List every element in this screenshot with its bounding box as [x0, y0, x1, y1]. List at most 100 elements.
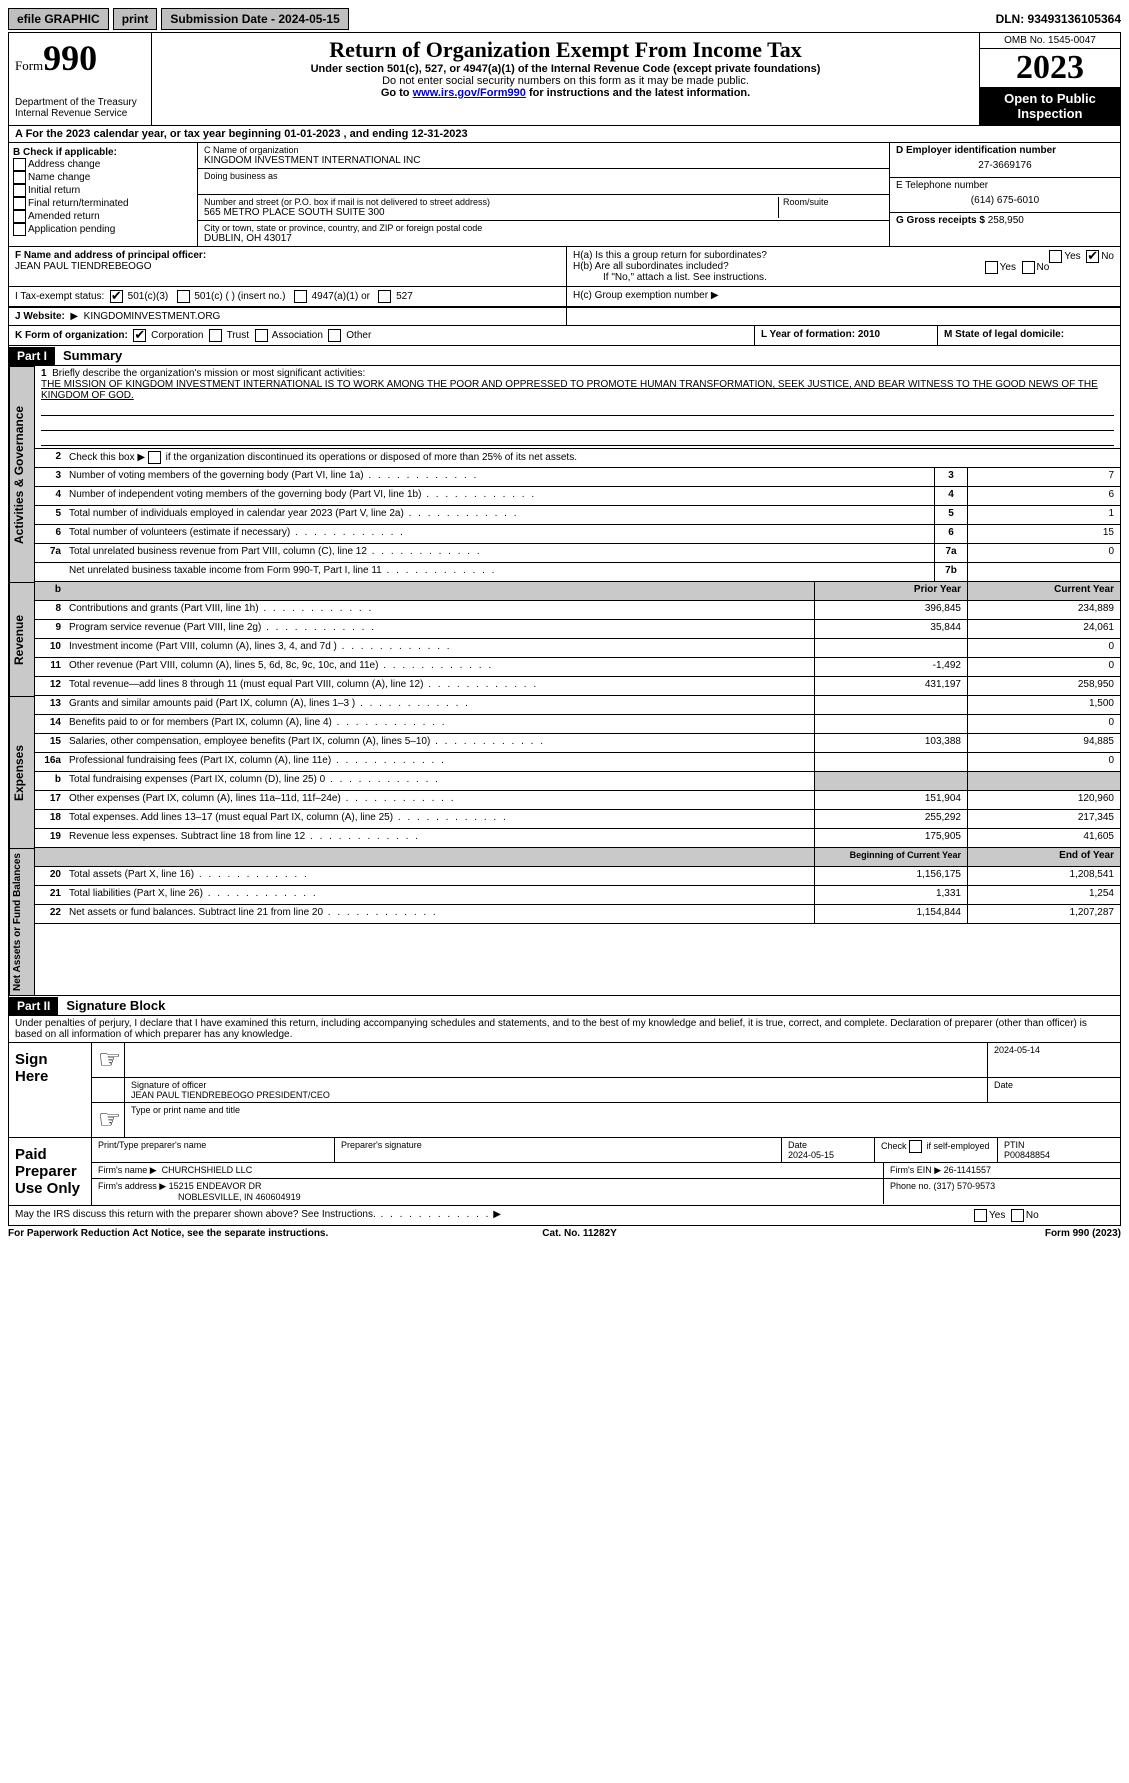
- form-word: Form: [15, 58, 43, 73]
- dept-treasury: Department of the Treasury: [15, 97, 145, 108]
- irs-link[interactable]: www.irs.gov/Form990: [413, 87, 526, 99]
- current-value: 258,950: [967, 677, 1120, 695]
- mission-label: Briefly describe the organization's miss…: [52, 368, 365, 379]
- telephone-label: E Telephone number: [896, 180, 1114, 191]
- prior-value: [814, 696, 967, 714]
- 4947-checkbox[interactable]: [294, 290, 307, 303]
- line-value: 15: [967, 525, 1120, 543]
- preparer-date: 2024-05-15: [788, 1150, 834, 1160]
- name-change-checkbox[interactable]: [13, 171, 26, 184]
- firm-name: CHURCHSHIELD LLC: [162, 1165, 253, 1175]
- catalog-number: Cat. No. 11282Y: [542, 1228, 616, 1239]
- address: 565 METRO PLACE SOUTH SUITE 300: [204, 207, 778, 218]
- other-checkbox[interactable]: [328, 329, 341, 342]
- hb-no-checkbox[interactable]: [1022, 261, 1035, 274]
- website-row: J Website: ▶ KINGDOMINVESTMENT.ORG: [8, 308, 1121, 326]
- type-label: Type or print name and title: [125, 1103, 1120, 1137]
- year-formation: L Year of formation: 2010: [755, 326, 938, 345]
- perjury-statement: Under penalties of perjury, I declare th…: [8, 1016, 1121, 1043]
- discuss-row: May the IRS discuss this return with the…: [8, 1206, 1121, 1226]
- ein-label: D Employer identification number: [896, 145, 1114, 156]
- 527-checkbox[interactable]: [378, 290, 391, 303]
- line-text: Net assets or fund balances. Subtract li…: [69, 907, 438, 918]
- initial-return-checkbox[interactable]: [13, 184, 26, 197]
- discuss-yes-checkbox[interactable]: [974, 1209, 987, 1222]
- firm-addr2: NOBLESVILLE, IN 460604919: [98, 1192, 301, 1202]
- sign-arrow-icon: ☞: [92, 1043, 125, 1077]
- public-inspection: Open to Public Inspection: [980, 87, 1120, 125]
- part2-title: Signature Block: [58, 996, 173, 1015]
- row-a-period: A For the 2023 calendar year, or tax yea…: [8, 126, 1121, 143]
- efile-button[interactable]: efile GRAPHIC: [8, 8, 109, 30]
- current-value: 94,885: [967, 734, 1120, 752]
- arrow-icon: ▶: [711, 290, 719, 301]
- irs-label: Internal Revenue Service: [15, 108, 145, 119]
- application-pending-checkbox[interactable]: [13, 223, 26, 236]
- form-title: Return of Organization Exempt From Incom…: [158, 37, 973, 63]
- line-text: Total unrelated business revenue from Pa…: [69, 546, 482, 557]
- arrow-icon: ▶: [70, 311, 78, 322]
- trust-checkbox[interactable]: [209, 329, 222, 342]
- corporation-checkbox[interactable]: [133, 329, 146, 342]
- 501c3-checkbox[interactable]: [110, 290, 123, 303]
- discuss-no-checkbox[interactable]: [1011, 1209, 1024, 1222]
- revenue-section: Revenue bPrior YearCurrent Year 8Contrib…: [8, 582, 1121, 696]
- current-value: 1,500: [967, 696, 1120, 714]
- officer-name-title: JEAN PAUL TIENDREBEOGO PRESIDENT/CEO: [131, 1090, 330, 1100]
- association-checkbox[interactable]: [255, 329, 268, 342]
- line-text: Number of independent voting members of …: [69, 489, 536, 500]
- activities-governance-section: Activities & Governance 1 Briefly descri…: [8, 366, 1121, 582]
- line-text: Program service revenue (Part VIII, line…: [69, 622, 376, 633]
- current-value: 0: [967, 715, 1120, 733]
- address-change-checkbox[interactable]: [13, 158, 26, 171]
- firm-addr1: 15215 ENDEAVOR DR: [169, 1181, 262, 1191]
- address-label: Number and street (or P.O. box if mail i…: [204, 197, 778, 207]
- ein: 27-3669176: [896, 156, 1114, 175]
- line-value: [967, 563, 1120, 581]
- prior-value: 1,331: [814, 886, 967, 904]
- phone-label: Phone no.: [890, 1181, 934, 1191]
- self-employed-checkbox[interactable]: [909, 1140, 922, 1153]
- form-subtitle-3: Go to www.irs.gov/Form990 for instructio…: [158, 87, 973, 99]
- discontinued-checkbox[interactable]: [148, 451, 161, 464]
- top-toolbar: efile GRAPHIC print Submission Date - 20…: [8, 8, 1121, 30]
- print-button[interactable]: print: [113, 8, 158, 30]
- sign-here-label: Sign Here: [9, 1043, 92, 1137]
- current-value: 1,208,541: [967, 867, 1120, 885]
- line-text: Revenue less expenses. Subtract line 18 …: [69, 831, 420, 842]
- final-return-checkbox[interactable]: [13, 197, 26, 210]
- org-info-grid: B Check if applicable: Address change Na…: [8, 143, 1121, 247]
- form-footer: Form 990 (2023): [1045, 1228, 1121, 1239]
- line-text: Benefits paid to or for members (Part IX…: [69, 717, 447, 728]
- city: DUBLIN, OH 43017: [204, 233, 883, 244]
- line-text: Total revenue—add lines 8 through 11 (mu…: [69, 679, 538, 690]
- preparer-sig-label: Preparer's signature: [335, 1138, 782, 1162]
- prior-value: 151,904: [814, 791, 967, 809]
- gross-receipts: 258,950: [988, 215, 1024, 226]
- form-org-row: K Form of organization: Corporation Trus…: [8, 326, 1121, 346]
- officer-group-row: F Name and address of principal officer:…: [8, 247, 1121, 287]
- current-value: 0: [967, 658, 1120, 676]
- line-text: Investment income (Part VIII, column (A)…: [69, 641, 452, 652]
- date-label: Date: [988, 1078, 1120, 1102]
- amended-return-checkbox[interactable]: [13, 210, 26, 223]
- room-label: Room/suite: [783, 197, 883, 207]
- part1-title: Summary: [55, 346, 130, 365]
- current-value: 234,889: [967, 601, 1120, 619]
- current-value: 0: [967, 753, 1120, 771]
- ha-yes-checkbox[interactable]: [1049, 250, 1062, 263]
- prior-value: -1,492: [814, 658, 967, 676]
- vtab-activities: Activities & Governance: [9, 366, 35, 582]
- firm-addr-label: Firm's address: [98, 1181, 159, 1191]
- line-text: Net unrelated business taxable income fr…: [69, 565, 496, 576]
- firm-name-label: Firm's name: [98, 1165, 150, 1175]
- end-year-header: End of Year: [967, 848, 1120, 866]
- 501c-checkbox[interactable]: [177, 290, 190, 303]
- ha-no-checkbox[interactable]: [1086, 250, 1099, 263]
- net-assets-section: Net Assets or Fund Balances Beginning of…: [8, 848, 1121, 996]
- officer-label: F Name and address of principal officer:: [15, 250, 560, 261]
- line-text: Number of voting members of the governin…: [69, 470, 478, 481]
- hb-yes-checkbox[interactable]: [985, 261, 998, 274]
- mission-text: THE MISSION OF KINGDOM INVESTMENT INTERN…: [41, 379, 1114, 401]
- ptin-label: PTIN: [1004, 1140, 1025, 1150]
